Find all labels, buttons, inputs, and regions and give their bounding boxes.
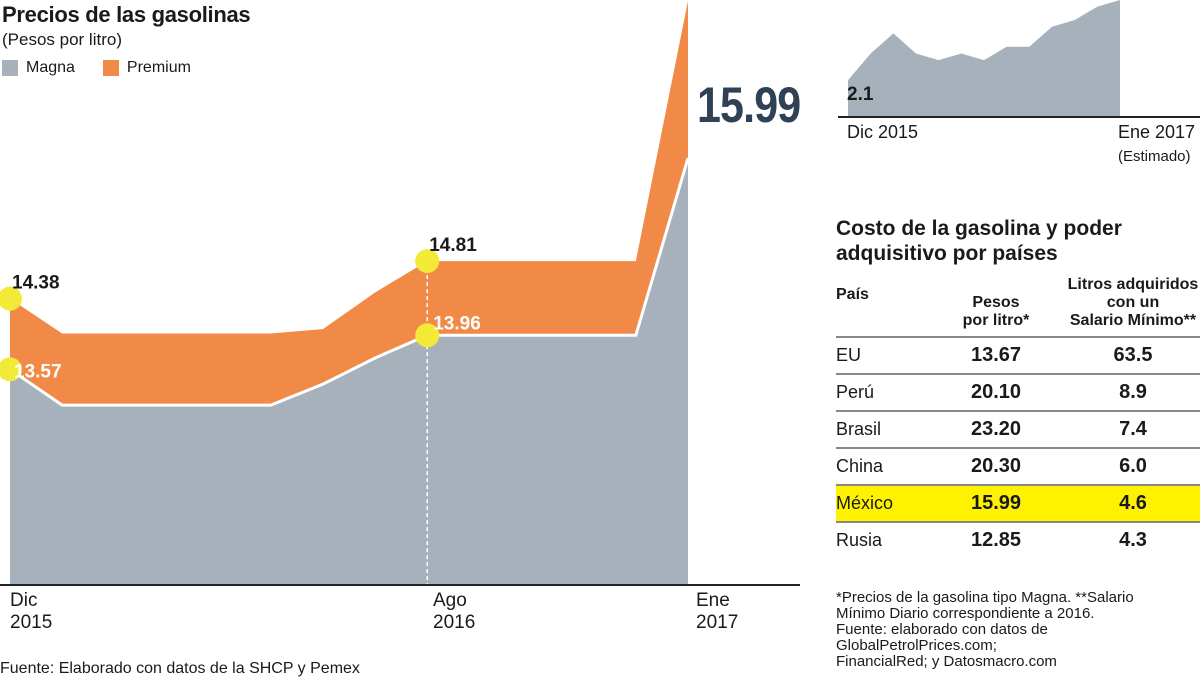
- cell-liters: 63.5: [1066, 336, 1200, 374]
- table-notes: *Precios de la gasolina tipo Magna. **Sa…: [836, 590, 1200, 670]
- header-liters: Litros adquiridos con un Salario Mínimo*…: [1066, 276, 1200, 337]
- cell-country: Perú: [836, 373, 926, 411]
- cell-liters: 8.9: [1066, 373, 1200, 411]
- table-row: Perú 20.10 8.9: [836, 373, 1200, 411]
- table-row: Rusia 12.85 4.3: [836, 521, 1200, 558]
- table-title: Costo de la gasolina y poder adquisitivo…: [836, 217, 1122, 265]
- header-liters-label: Litros adquiridos con un Salario Mínimo*…: [1067, 276, 1199, 329]
- data-label: 14.81: [429, 235, 477, 256]
- table-header-row: País Pesos por litro* Litros adquiridos …: [836, 276, 1200, 337]
- marker-dot: [415, 249, 440, 274]
- marker-dot: [415, 323, 440, 348]
- mini-area: [848, 0, 1120, 117]
- table-row: Brasil 23.20 7.4: [836, 410, 1200, 448]
- cell-country: Brasil: [836, 410, 926, 448]
- data-label: 13.57: [14, 361, 62, 382]
- cell-price: 15.99: [926, 484, 1066, 522]
- legend-item-premium: Premium: [102, 59, 191, 77]
- chart-legend: Magna Premium: [2, 59, 219, 77]
- data-label: 14.38: [12, 273, 60, 294]
- cell-country: China: [836, 447, 926, 485]
- cell-country: México: [836, 484, 926, 522]
- cell-price: 20.10: [926, 373, 1066, 411]
- header-price: Pesos por litro*: [926, 276, 1066, 337]
- mini-x-end-note: (Estimado): [1118, 148, 1191, 165]
- cell-price: 20.30: [926, 447, 1066, 485]
- cell-liters: 6.0: [1066, 447, 1200, 485]
- cell-country: Rusia: [836, 521, 926, 558]
- cell-liters: 7.4: [1066, 410, 1200, 448]
- marker-dot: [0, 357, 22, 382]
- cell-liters: 4.3: [1066, 521, 1200, 558]
- x-tick-label-ene-2017: Ene 2017: [696, 590, 739, 633]
- header-price-label: Pesos por litro*: [962, 294, 1030, 329]
- mini-area-chart: [838, 0, 1200, 118]
- note-line: Fuente: elaborado con datos de: [836, 621, 1048, 638]
- chart-source: Fuente: Elaborado con datos de la SHCP y…: [0, 660, 360, 677]
- legend-item-magna: Magna: [2, 59, 75, 77]
- cell-price: 13.67: [926, 336, 1066, 374]
- x-tick-label-ago-2016: Ago 2016: [433, 590, 476, 633]
- chart-subtitle: (Pesos por litro): [2, 30, 122, 49]
- cell-price: 12.85: [926, 521, 1066, 558]
- legend-label-premium: Premium: [126, 59, 191, 76]
- mini-x-start-label: Dic 2015: [847, 122, 919, 142]
- legend-swatch-premium: [102, 60, 119, 76]
- table-row: México 15.99 4.6: [836, 484, 1200, 522]
- marker-dot: [0, 286, 22, 311]
- legend-label-magna: Magna: [26, 59, 75, 76]
- note-line: FinancialRed; y Datosmacro.com: [836, 653, 1057, 670]
- country-table: País Pesos por litro* Litros adquiridos …: [836, 276, 1200, 558]
- mini-start-value-label: 2.1: [847, 84, 874, 105]
- highlight-value: 15.99: [697, 77, 801, 133]
- table-row: China 20.30 6.0: [836, 447, 1200, 485]
- note-line: Mínimo Diario correspondiente a 2016.: [836, 605, 1095, 622]
- cell-country: EU: [836, 336, 926, 374]
- main-price-chart: 14.38 13.57 14.81 13.96: [0, 0, 800, 586]
- cell-price: 23.20: [926, 410, 1066, 448]
- header-country-label: País: [836, 286, 869, 303]
- table-row: EU 13.67 63.5: [836, 336, 1200, 374]
- x-tick-label-dic-2015: Dic 2015: [10, 590, 53, 633]
- data-label: 13.96: [433, 313, 481, 334]
- note-line: *Precios de la gasolina tipo Magna. **Sa…: [836, 589, 1134, 606]
- mini-x-end-label: Ene 2017: [1118, 122, 1196, 142]
- cell-liters: 4.6: [1066, 484, 1200, 522]
- legend-swatch-magna: [2, 60, 18, 76]
- header-country: País: [836, 276, 926, 337]
- note-line: GlobalPetrolPrices.com;: [836, 637, 997, 654]
- line-magna: [9, 157, 690, 407]
- chart-title: Precios de las gasolinas: [2, 2, 251, 27]
